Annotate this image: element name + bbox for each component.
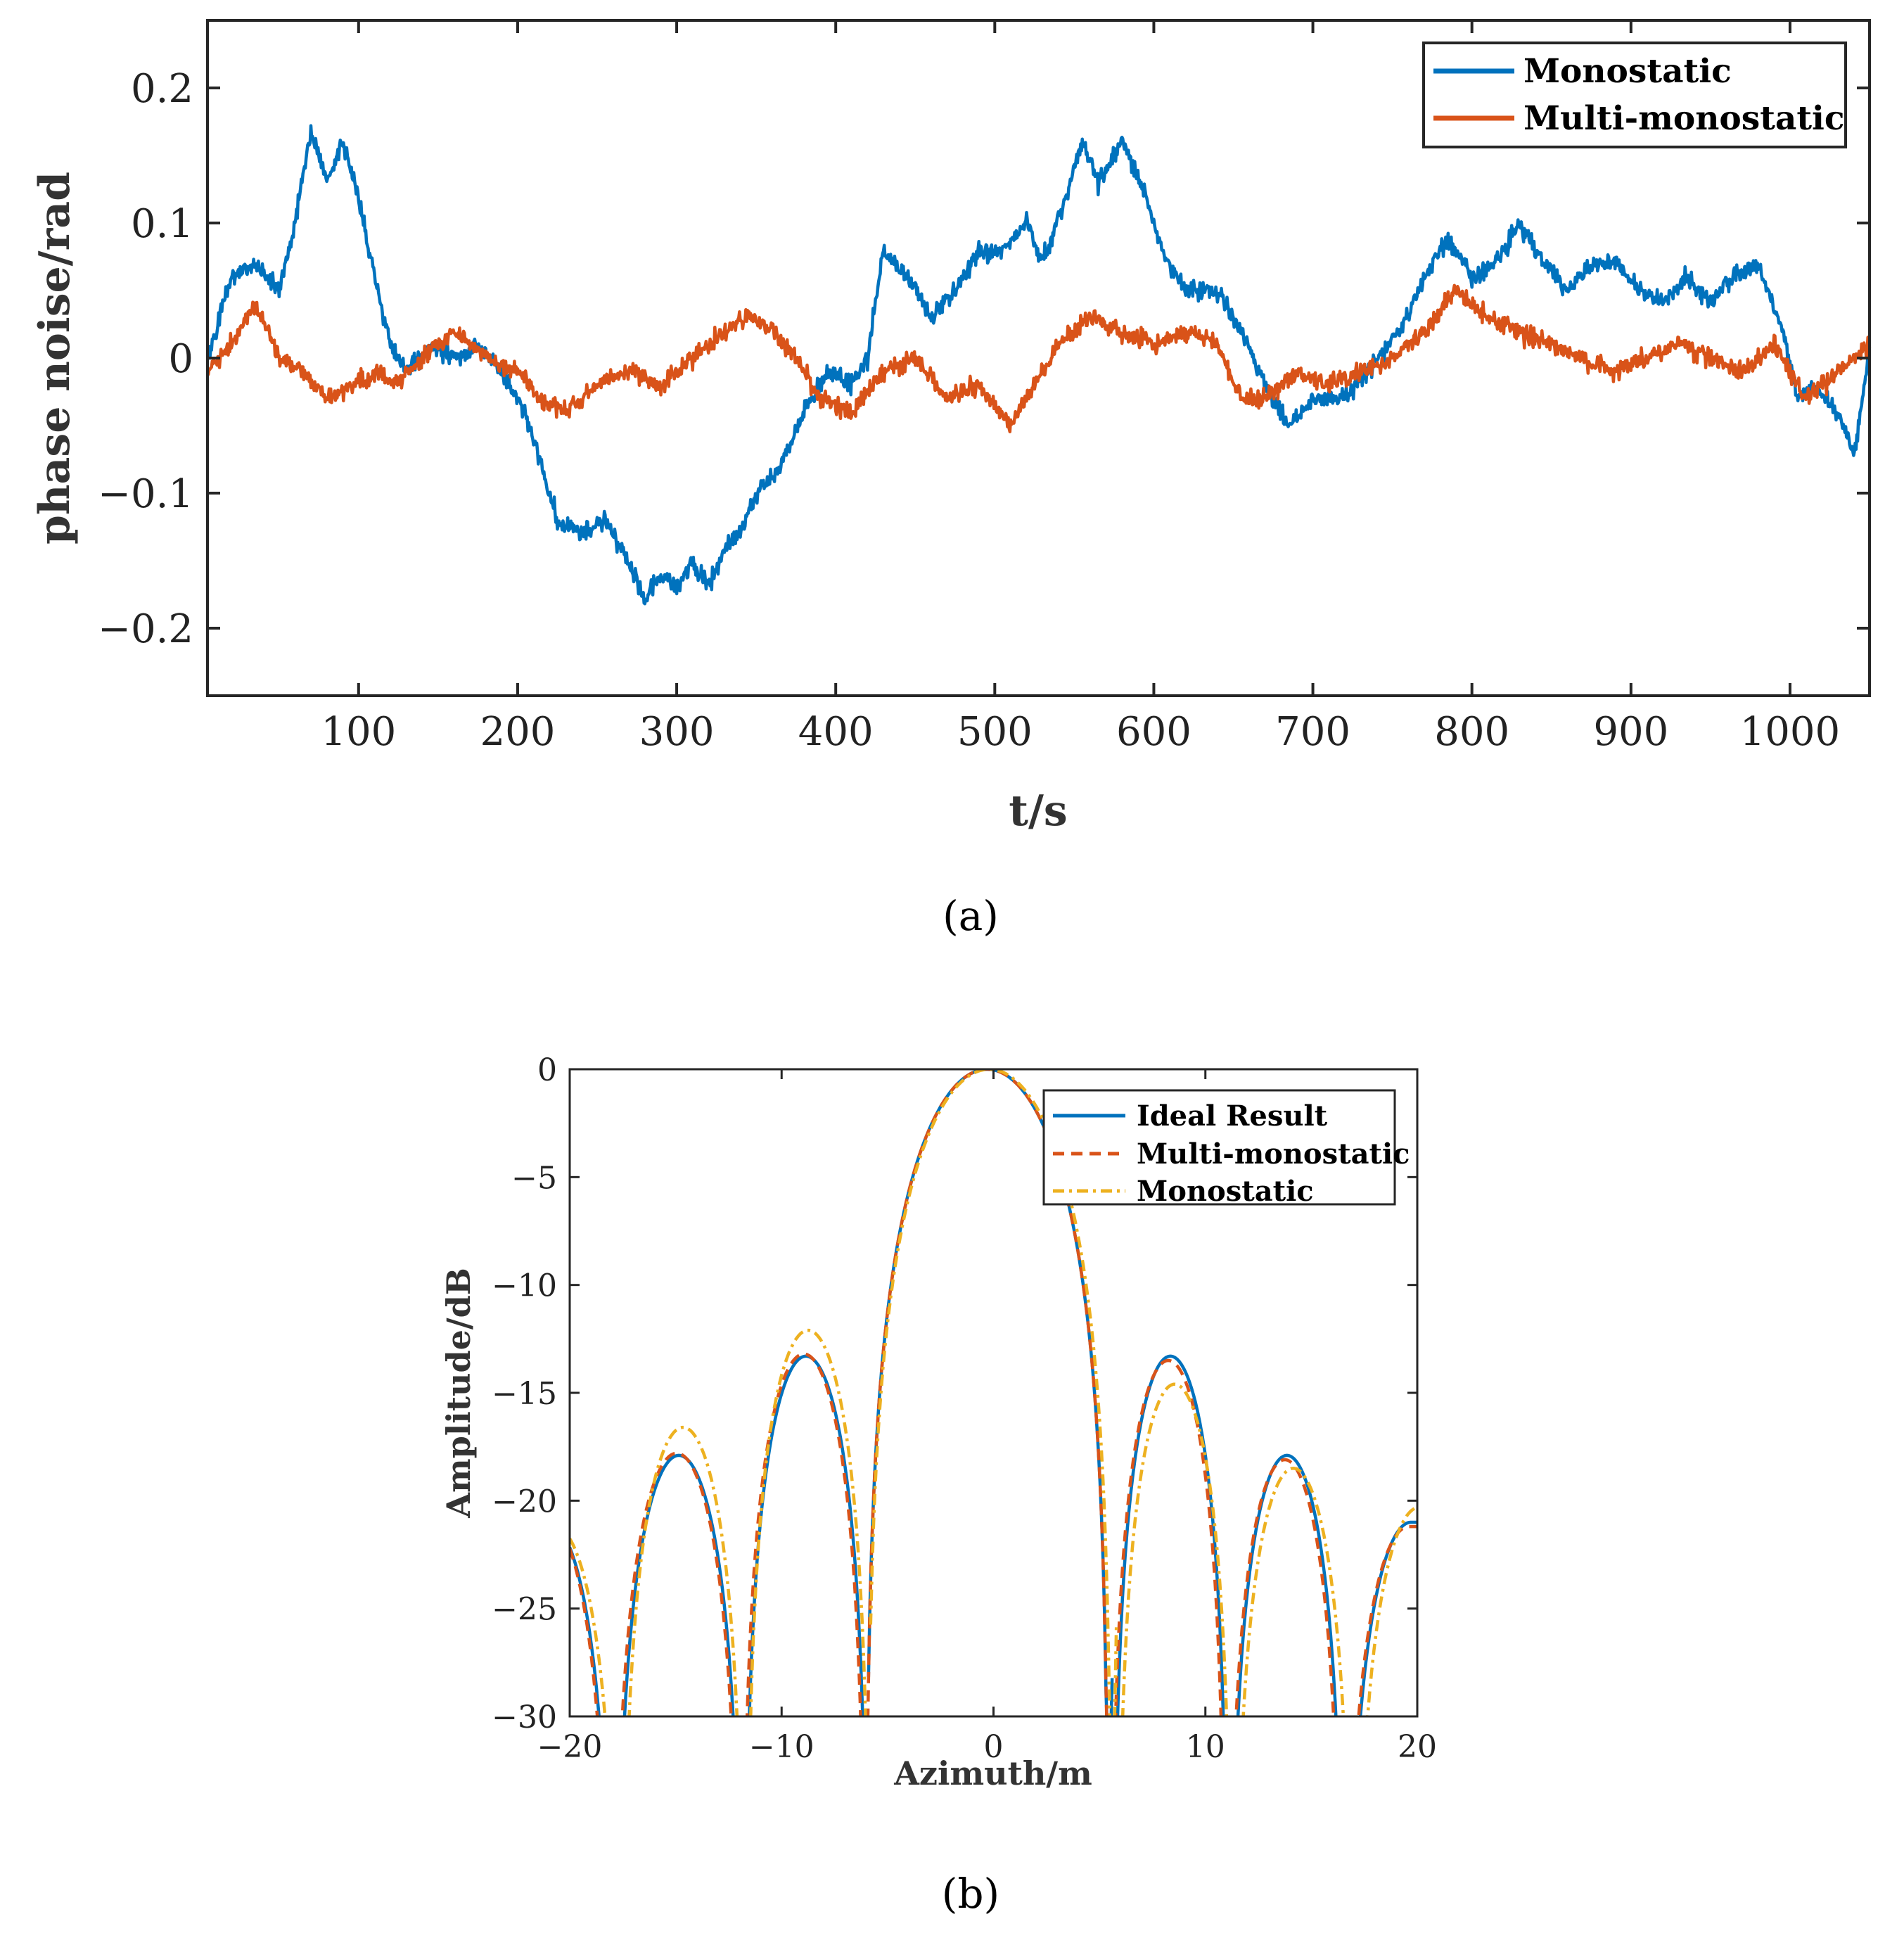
x-tick-label: 0 bbox=[984, 1729, 1004, 1765]
chart-b-caption: (b) bbox=[942, 1870, 999, 1918]
x-tick-label: 400 bbox=[798, 709, 874, 755]
series-line-multi-monostatic bbox=[206, 283, 1872, 433]
series-lobe-monostatic bbox=[1366, 1505, 1417, 1716]
chart-a-legend: Monostatic Multi-monostatic bbox=[1422, 42, 1847, 148]
x-tick-label: −20 bbox=[537, 1729, 603, 1765]
chart-b-ylabel: Amplitude/dB bbox=[440, 1268, 478, 1518]
y-tick-label: −0.2 bbox=[98, 606, 193, 652]
x-tick-label: 900 bbox=[1593, 709, 1668, 755]
x-tick-label: −10 bbox=[749, 1729, 814, 1765]
series-lobe-multi-monostatic bbox=[1113, 1358, 1223, 1716]
chart-a-ticks: 100 200 300 400 500 600 700 800 900 1000 −0.2 −0.1 0… bbox=[98, 20, 1870, 755]
series-lobe-monostatic bbox=[570, 1537, 607, 1716]
y-tick-label: −25 bbox=[492, 1592, 557, 1628]
y-tick-label: 0.2 bbox=[131, 66, 193, 112]
chart-a-phase-noise: 100 200 300 400 500 600 700 800 900 1000 −0.2 −0.1 0… bbox=[30, 19, 1872, 940]
chart-a-series bbox=[206, 124, 1872, 606]
chart-b-legend-monostatic: Monostatic bbox=[1137, 1175, 1314, 1208]
y-tick-label: 0.1 bbox=[131, 201, 193, 247]
chart-a-legend-monostatic: Monostatic bbox=[1523, 52, 1732, 91]
chart-b-legend-box bbox=[1042, 1089, 1396, 1206]
chart-b-legend-ideal-result: Ideal Result bbox=[1137, 1099, 1328, 1133]
chart-b-series bbox=[570, 1069, 1417, 1716]
y-tick-label: −10 bbox=[492, 1268, 557, 1304]
series-lobe-multi-monostatic bbox=[866, 1069, 1108, 1716]
x-tick-label: 1000 bbox=[1740, 709, 1841, 755]
series-lobe-ideal-result bbox=[1358, 1520, 1417, 1716]
x-tick-label: 600 bbox=[1116, 709, 1191, 755]
series-lobe-ideal-result bbox=[622, 1453, 735, 1716]
series-lobe-monostatic bbox=[1241, 1467, 1346, 1716]
chart-b-legend-multi-monostatic: Multi-monostatic bbox=[1137, 1137, 1410, 1171]
x-tick-label: 300 bbox=[639, 709, 715, 755]
chart-a-legend-box bbox=[1422, 42, 1847, 148]
x-tick-label: 100 bbox=[321, 709, 396, 755]
chart-a-ylabel: phase noise/rad bbox=[30, 172, 79, 544]
chart-b-ticks: −20 −10 0 10 20 0 −5 −10 −15 −20 −25 −30 bbox=[492, 1052, 1437, 1765]
chart-b-legend: Ideal Result Multi-monostatic Monostatic bbox=[1042, 1089, 1410, 1208]
series-lobe-monostatic bbox=[749, 1328, 867, 1716]
chart-a-legend-multi-monostatic: Multi-monostatic bbox=[1523, 99, 1845, 138]
x-tick-label: 10 bbox=[1186, 1729, 1225, 1765]
y-tick-label: −20 bbox=[492, 1484, 557, 1519]
x-tick-label: 200 bbox=[480, 709, 555, 755]
x-tick-label: 20 bbox=[1398, 1729, 1437, 1765]
y-tick-label: 0 bbox=[168, 336, 193, 382]
chart-b-azimuth-profile: −20 −10 0 10 200−5−10−15−20−25−30 Azimuth/m … bbox=[440, 1052, 1437, 1918]
x-tick-label: 500 bbox=[957, 709, 1033, 755]
y-tick-label: −15 bbox=[492, 1376, 557, 1412]
x-tick-label: 700 bbox=[1275, 709, 1350, 755]
x-tick-label: 800 bbox=[1434, 709, 1509, 755]
y-tick-label: −30 bbox=[492, 1700, 557, 1735]
chart-a-caption: (a) bbox=[943, 892, 999, 940]
series-lobe-monostatic bbox=[1120, 1382, 1229, 1716]
chart-a-xlabel: t/s bbox=[1009, 786, 1067, 836]
y-tick-label: 0 bbox=[537, 1052, 557, 1088]
chart-b-xlabel: Azimuth/m bbox=[893, 1754, 1092, 1792]
series-lobe-monostatic bbox=[869, 1069, 1118, 1716]
y-tick-label: −0.1 bbox=[98, 471, 193, 517]
series-lobe-monostatic bbox=[627, 1425, 739, 1716]
y-tick-label: −5 bbox=[511, 1160, 557, 1196]
series-lobe-multi-monostatic bbox=[570, 1548, 599, 1716]
series-lobe-multi-monostatic bbox=[620, 1451, 733, 1716]
series-lobe-ideal-result bbox=[1236, 1453, 1338, 1716]
series-lobe-multi-monostatic bbox=[745, 1352, 862, 1716]
series-lobe-multi-monostatic bbox=[1234, 1458, 1336, 1716]
